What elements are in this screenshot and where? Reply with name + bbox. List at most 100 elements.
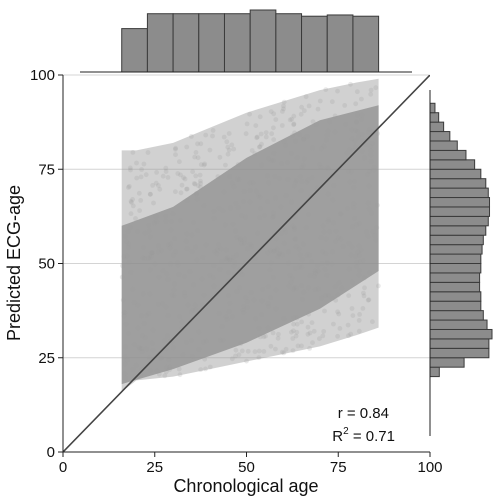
- scatter-point: [223, 256, 229, 262]
- y-tick-label-25: 25: [38, 350, 55, 367]
- scatter-point: [336, 280, 342, 286]
- scatter-point: [307, 252, 312, 258]
- scatter-point: [160, 301, 165, 307]
- scatter-point: [297, 252, 303, 258]
- scatter-point: [353, 253, 358, 259]
- scatter-point: [120, 297, 126, 303]
- scatter-point: [261, 334, 267, 340]
- scatter-point: [323, 137, 329, 143]
- scatter-point: [198, 141, 204, 147]
- scatter-point: [124, 239, 130, 245]
- scatter-point: [211, 263, 217, 269]
- y-hist-bar: [429, 234, 484, 246]
- y-hist-bar: [429, 338, 490, 349]
- scatter-point: [323, 87, 329, 92]
- scatter-point: [277, 251, 283, 256]
- scatter-point: [259, 298, 265, 304]
- scatter-point: [291, 113, 297, 119]
- y-hist-bar: [429, 187, 489, 199]
- scatter-point: [290, 223, 296, 229]
- scatter-point: [199, 276, 205, 282]
- scatter-point: [373, 85, 379, 91]
- x-hist-bar: [223, 13, 251, 73]
- scatter-point: [273, 287, 279, 293]
- scatter-point: [347, 179, 353, 185]
- scatter-point: [231, 263, 237, 269]
- y-tick-label-0: 0: [47, 444, 55, 461]
- scatter-point: [350, 148, 355, 153]
- scatter-point: [248, 290, 254, 295]
- scatter-point: [242, 240, 247, 246]
- scatter-point: [360, 138, 365, 143]
- scatter-point: [256, 348, 262, 354]
- scatter-point: [317, 162, 322, 167]
- y-hist-bar: [429, 168, 482, 180]
- scatter-point: [315, 286, 321, 292]
- scatter-point: [247, 180, 253, 186]
- y-hist-bar: [429, 272, 481, 283]
- scatter-point: [312, 270, 318, 276]
- scatter-point: [196, 329, 202, 335]
- scatter-point: [288, 151, 294, 156]
- y-hist-bar: [429, 357, 465, 368]
- scatter-point: [356, 243, 362, 249]
- scatter-point: [251, 297, 257, 303]
- scatter-point: [217, 154, 223, 160]
- scatter-point: [368, 159, 374, 164]
- scatter-point: [166, 357, 172, 362]
- scatter-point: [245, 246, 250, 252]
- scatter-point: [304, 179, 310, 185]
- scatter-point: [139, 349, 145, 355]
- scatter-point: [274, 236, 279, 242]
- scatter-point: [224, 139, 230, 145]
- scatter-point: [293, 244, 299, 250]
- scatter-point: [373, 237, 379, 243]
- scatter-point: [320, 333, 326, 339]
- scatter-point: [262, 213, 267, 218]
- scatter-point: [333, 238, 338, 244]
- y-hist-bar: [429, 319, 488, 330]
- scatter-point: [309, 320, 315, 326]
- scatter-point: [243, 214, 248, 220]
- scatter-point: [226, 270, 231, 275]
- scatter-point: [319, 146, 324, 152]
- scatter-point: [123, 344, 128, 350]
- scatter-point: [191, 282, 196, 288]
- y-tick-label-75: 75: [38, 161, 55, 178]
- scatter-point: [283, 143, 288, 148]
- scatter-point: [294, 285, 299, 291]
- scatter-point: [163, 214, 169, 219]
- scatter-point: [125, 245, 131, 251]
- scatter-point: [210, 274, 216, 280]
- scatter-point: [349, 136, 355, 142]
- scatter-point: [200, 255, 206, 260]
- scatter-point: [295, 343, 301, 349]
- scatter-point: [315, 263, 320, 269]
- scatter-point: [290, 286, 296, 292]
- scatter-point: [127, 225, 133, 231]
- scatter-point: [292, 226, 297, 232]
- scatter-point: [372, 232, 377, 238]
- scatter-point: [237, 236, 243, 242]
- scatter-point: [127, 165, 133, 171]
- x-hist-bar: [121, 28, 148, 73]
- scatter-point: [165, 175, 171, 180]
- scatter-point: [147, 291, 153, 297]
- scatter-point: [182, 290, 188, 296]
- scatter-point: [363, 142, 369, 148]
- scatter-point: [265, 284, 271, 290]
- scatter-point: [299, 264, 305, 270]
- scatter-point: [294, 315, 300, 321]
- scatter-point: [220, 208, 226, 214]
- scatter-point: [184, 186, 190, 192]
- scatter-point: [326, 293, 331, 298]
- scatter-point: [283, 229, 288, 235]
- scatter-point: [355, 249, 361, 255]
- scatter-point: [281, 226, 287, 232]
- scatter-point: [214, 247, 220, 253]
- scatter-point: [184, 144, 190, 150]
- scatter-point: [263, 130, 269, 136]
- scatter-point: [177, 314, 182, 319]
- scatter-point: [122, 354, 128, 360]
- scatter-point: [336, 235, 341, 241]
